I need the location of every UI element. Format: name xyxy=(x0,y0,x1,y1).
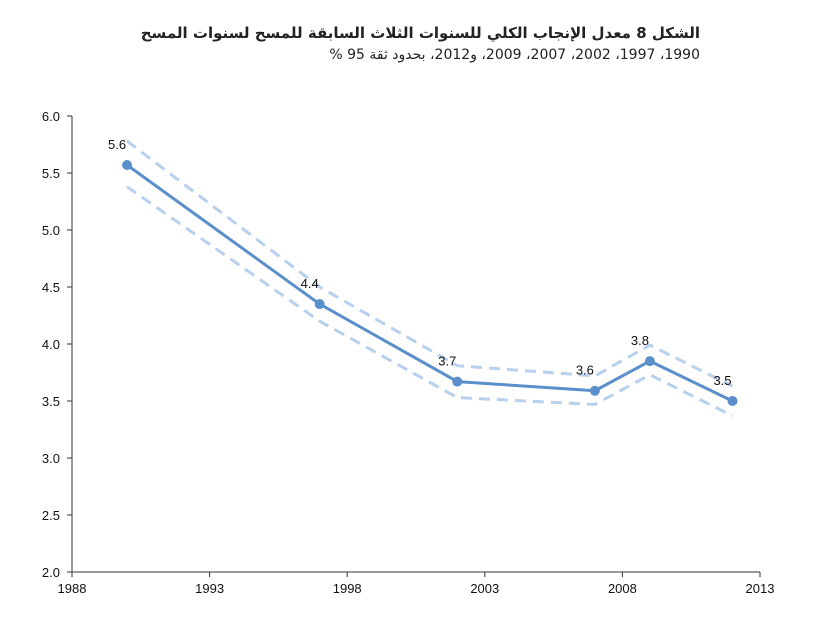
data-label: 4.4 xyxy=(301,276,319,291)
x-tick-label: 2008 xyxy=(608,581,637,596)
data-point xyxy=(727,396,738,406)
x-tick-label: 1993 xyxy=(195,581,224,596)
y-tick-label: 5.0 xyxy=(42,223,60,238)
y-tick-label: 4.5 xyxy=(42,280,60,295)
y-tick-label: 3.0 xyxy=(42,451,60,466)
data-point xyxy=(122,160,133,171)
x-tick-label: 1988 xyxy=(58,581,87,596)
data-point xyxy=(314,299,325,310)
y-tick-label: 4.0 xyxy=(42,337,60,352)
upper-confidence-line xyxy=(126,139,734,388)
data-label: 3.6 xyxy=(576,363,594,378)
data-point xyxy=(644,356,655,367)
x-tick-label: 1998 xyxy=(333,581,362,596)
chart-title: الشكل 8 معدل الإنجاب الكلي للسنوات الثلا… xyxy=(140,24,700,42)
data-label: 3.8 xyxy=(631,333,649,348)
lower-confidence-line xyxy=(126,185,734,418)
data-label: 3.5 xyxy=(713,373,731,388)
chart-subtitle: 1990، 1997، 2002، 2007، 2009، و2012، بحد… xyxy=(329,47,700,63)
data-point xyxy=(589,385,600,396)
y-tick-label: 2.5 xyxy=(42,508,60,523)
x-tick-label: 2013 xyxy=(746,581,775,596)
y-tick-label: 6.0 xyxy=(42,109,60,124)
series-line xyxy=(126,163,734,403)
y-tick-label: 2.0 xyxy=(42,565,60,580)
data-label: 5.6 xyxy=(108,137,126,152)
y-tick-label: 5.5 xyxy=(42,166,60,181)
chart-title-block: الشكل 8 معدل الإنجاب الكلي للسنوات الثلا… xyxy=(120,22,700,66)
data-label: 3.7 xyxy=(438,354,456,369)
y-tick-label: 3.5 xyxy=(42,394,60,409)
x-tick-label: 2003 xyxy=(470,581,499,596)
data-point xyxy=(452,376,463,387)
